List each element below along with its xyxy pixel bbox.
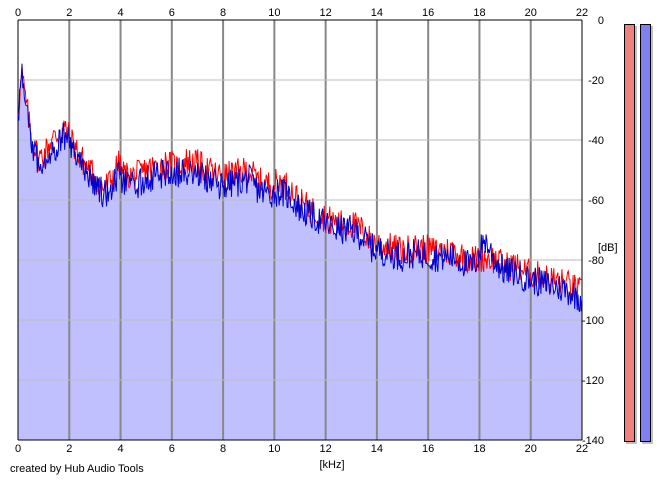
series-blue-line [17,63,583,313]
x-tick-label-top: 20 [525,7,537,19]
x-tick-label-top: 2 [66,7,72,19]
x-tick-label-bottom: 0 [15,443,21,455]
x-tick-label-top: 22 [576,7,588,19]
x-tick-label-bottom: 10 [268,443,280,455]
x-tick-label-bottom: 4 [117,443,123,455]
x-axis-label: [kHz] [319,459,344,471]
y-ticks-right: 0 -20 -40 -60 -80 -100 -120 -140 [582,15,604,447]
x-tick-label-bottom: 14 [371,443,383,455]
x-tick-label-top: 8 [220,7,226,19]
x-tick-label-bottom: 20 [525,443,537,455]
x-tick-label-bottom: 16 [422,443,434,455]
right-channel-meter [640,24,651,442]
x-tick-label-top: 14 [371,7,383,19]
grid-lines [17,19,583,441]
y-tick-label: -20 [588,75,604,87]
x-tick-label-bottom: 12 [320,443,332,455]
x-tick-label-top: 16 [422,7,434,19]
y-tick-label: -60 [588,195,604,207]
x-tick-label-top: 12 [320,7,332,19]
x-tick-label-bottom: 2 [66,443,72,455]
x-tick-label-top: 18 [473,7,485,19]
credit-text: created by Hub Audio Tools [10,463,144,475]
y-axis-label: [dB] [598,242,618,254]
y-tick-label: -40 [588,135,604,147]
y-tick-label: -100 [582,315,604,327]
y-tick-label: -80 [588,255,604,267]
y-tick-label: 0 [598,15,604,27]
spectrum-fill-area [18,66,582,441]
x-tick-label-top: 10 [268,7,280,19]
y-tick-label: -120 [582,375,604,387]
left-channel-meter [624,24,635,442]
y-tick-label: -140 [582,435,604,447]
x-tick-label-top: 4 [117,7,123,19]
x-tick-label-bottom: 22 [576,443,588,455]
x-tick-label-bottom: 18 [473,443,485,455]
x-ticks-top: 0 2 4 6 8 10 12 14 16 18 20 22 [15,7,588,19]
x-tick-label-top: 0 [15,7,21,19]
x-tick-label-top: 6 [169,7,175,19]
x-ticks-bottom: 0 2 4 6 8 10 12 14 16 18 20 22 [15,443,588,455]
x-tick-label-bottom: 8 [220,443,226,455]
x-tick-label-bottom: 6 [169,443,175,455]
